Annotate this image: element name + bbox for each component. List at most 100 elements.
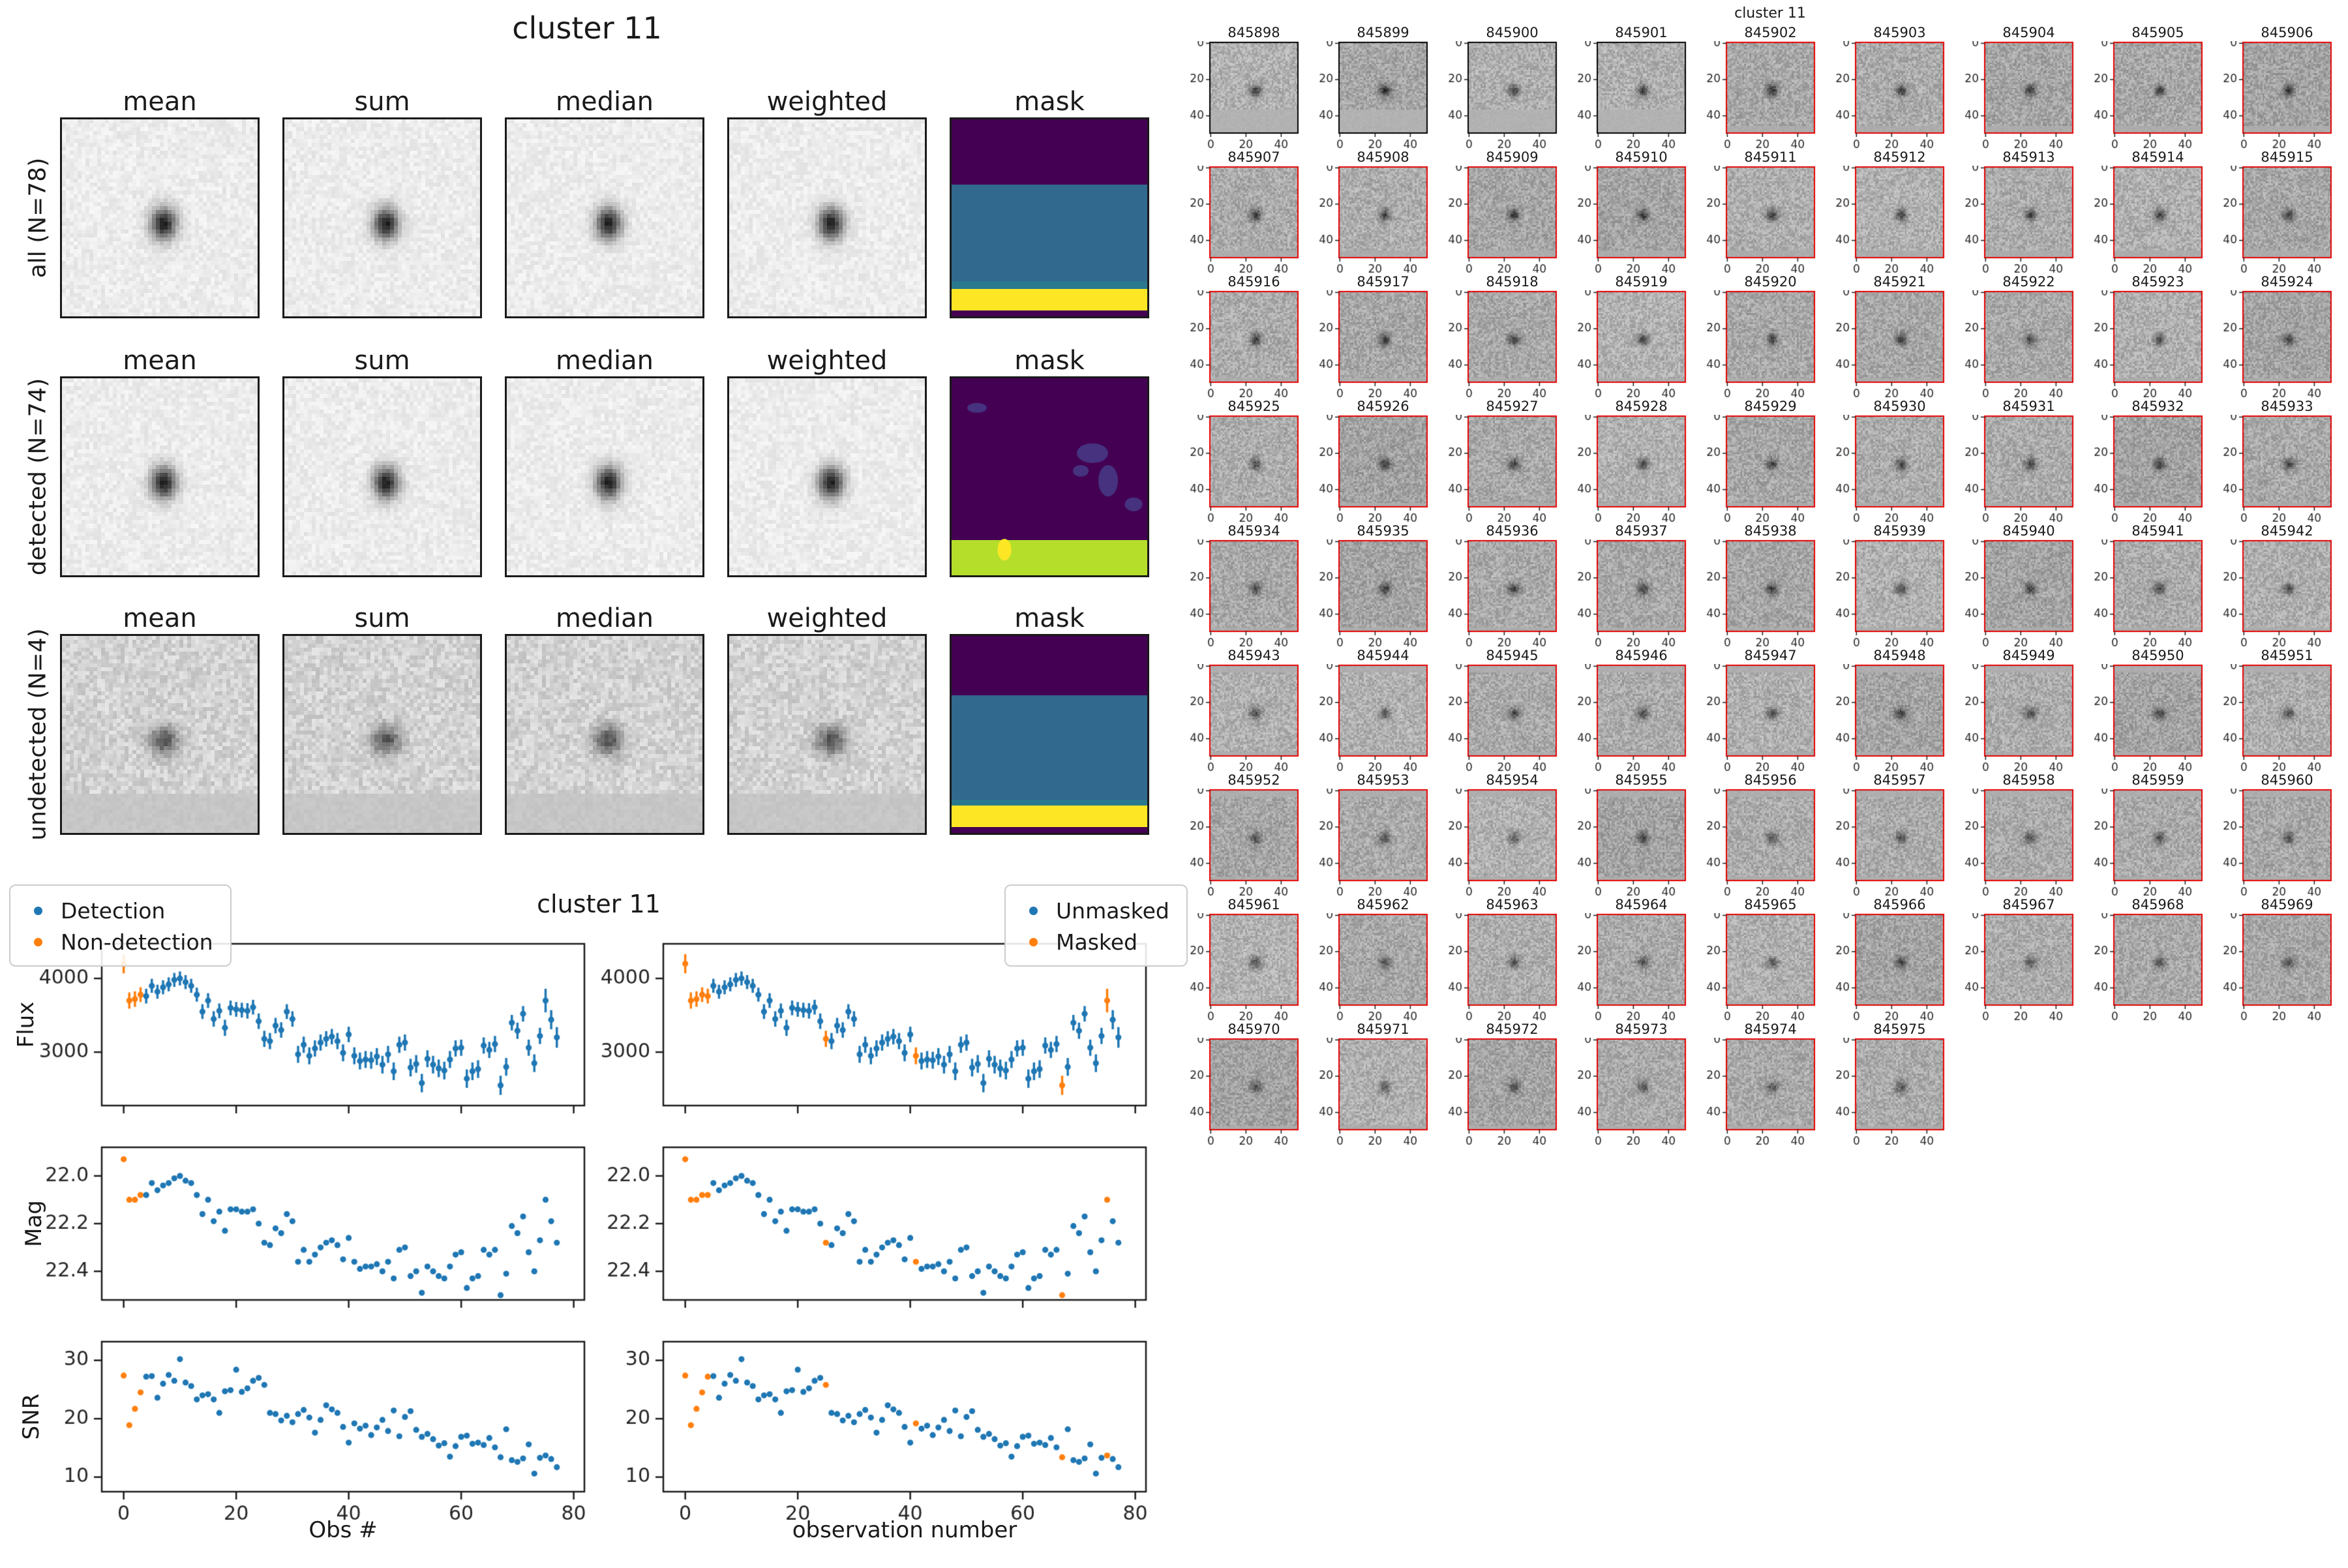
cutout-id-label: 845951: [2261, 648, 2313, 663]
cutout-id-label: 845955: [1615, 772, 1668, 788]
snr-axis-label: SNR: [18, 1393, 44, 1440]
cutout-id-label: 845923: [2131, 274, 2184, 290]
cutout-stamp-image: [2086, 539, 2205, 658]
cutout-stamp-image: [1182, 290, 1301, 409]
cutout-id-label: 845959: [2131, 772, 2184, 788]
cutout-stamp-image: [1312, 415, 1430, 534]
cutout-id-label: 845905: [2131, 25, 2184, 40]
stamp-figure-title: cluster 11: [512, 10, 662, 46]
legend-label: Masked: [1056, 929, 1138, 955]
cutout-stamp-image: [1312, 539, 1430, 658]
cutout-id-label: 845930: [1873, 399, 1926, 414]
cutout-stamp-image: [1828, 539, 1947, 658]
cutout-id-label: 845933: [2261, 399, 2313, 414]
stamp-column-title: weighted: [766, 346, 888, 376]
coadd-stamp-image: [505, 376, 704, 577]
cutout-id-label: 845937: [1615, 523, 1668, 539]
coadd-stamp-image: [505, 634, 704, 835]
cutout-stamp-image: [1441, 415, 1559, 534]
cutout-stamp-image: [1957, 789, 2076, 907]
cutout-figure-title: cluster 11: [1734, 5, 1806, 22]
coadd-stamp-image: [60, 117, 260, 318]
cutout-id-label: 845901: [1615, 25, 1668, 40]
cutout-id-label: 845936: [1486, 523, 1539, 539]
stamp-column-title: mean: [123, 87, 197, 117]
cutout-stamp-image: [1828, 415, 1947, 534]
cutout-id-label: 845908: [1357, 149, 1409, 165]
cutout-stamp-image: [1828, 290, 1947, 409]
cutout-stamp-image: [1312, 290, 1430, 409]
cutout-stamp-image: [1957, 539, 2076, 658]
stamp-column-title: sum: [354, 87, 410, 117]
flux-axis-label: Flux: [13, 1001, 39, 1048]
cutout-stamp-image: [1312, 664, 1430, 783]
cutout-id-label: 845912: [1873, 149, 1926, 165]
cutout-stamp-image: [1699, 1038, 1818, 1156]
flux-plot-right: [592, 940, 1152, 1142]
cutout-id-label: 845907: [1227, 149, 1280, 165]
cutout-stamp-image: [2086, 789, 2205, 907]
cutout-stamp-image: [1828, 41, 1947, 160]
cutout-id-label: 845948: [1873, 648, 1926, 663]
cutout-stamp-image: [1312, 1038, 1430, 1156]
cutout-stamp-image: [2086, 166, 2205, 284]
coadd-stamp-image: [505, 117, 704, 318]
cutout-stamp-image: [1182, 166, 1301, 284]
cutout-id-label: 845964: [1615, 897, 1668, 912]
cutout-stamp-image: [1570, 415, 1689, 534]
legend-detection: Detection Non-detection: [9, 884, 232, 967]
stamp-row-label: undetected (N=4): [24, 628, 52, 841]
cutout-stamp-image: [1699, 41, 1818, 160]
cutout-stamp-image: [1441, 539, 1559, 658]
cutout-stamp-image: [1570, 1038, 1689, 1156]
coadd-stamp-image: [282, 376, 482, 577]
cutout-id-label: 845924: [2261, 274, 2313, 290]
coadd-stamp-image: [727, 117, 927, 318]
stamp-column-title: mask: [1014, 87, 1085, 117]
cutout-stamp-image: [1957, 166, 2076, 284]
legend-label: Non-detection: [61, 929, 213, 955]
cutout-stamp-image: [1312, 41, 1430, 160]
cutout-id-label: 845945: [1486, 648, 1539, 663]
detection-marker-icon: [34, 906, 42, 915]
cutout-id-label: 845921: [1873, 274, 1926, 290]
cutout-stamp-image: [1312, 789, 1430, 907]
cutout-stamp-image: [2216, 415, 2334, 534]
cutout-stamp-image: [1570, 41, 1689, 160]
cutout-stamp-image: [1828, 1038, 1947, 1156]
cutout-id-label: 845950: [2131, 648, 2184, 663]
cutout-id-label: 845899: [1357, 25, 1409, 40]
cutout-stamp-image: [1828, 913, 1947, 1032]
cutout-id-label: 845965: [1744, 897, 1797, 912]
cutout-id-label: 845972: [1486, 1021, 1539, 1037]
cutout-id-label: 845935: [1357, 523, 1409, 539]
stamp-column-title: mean: [123, 603, 197, 633]
cutout-id-label: 845934: [1227, 523, 1280, 539]
cutout-id-label: 845963: [1486, 897, 1539, 912]
cutout-id-label: 845900: [1486, 25, 1539, 40]
cutout-stamp-image: [1957, 290, 2076, 409]
cutout-stamp-image: [1182, 789, 1301, 907]
stamp-column-title: mask: [1014, 346, 1085, 376]
stamp-column-title: mask: [1014, 603, 1085, 633]
stamp-row-label: detected (N=74): [24, 378, 52, 576]
cutout-id-label: 845925: [1227, 399, 1280, 414]
cutout-stamp-image: [1441, 290, 1559, 409]
obs-axis-label: Obs #: [309, 1517, 378, 1543]
cutout-id-label: 845966: [1873, 897, 1926, 912]
mask-stamp-image: [950, 634, 1149, 835]
mag-axis-label: Mag: [21, 1200, 47, 1247]
cutout-id-label: 845962: [1357, 897, 1409, 912]
coadd-stamp-image: [60, 376, 260, 577]
cutout-id-label: 845902: [1744, 25, 1797, 40]
cutout-id-label: 845931: [2002, 399, 2055, 414]
cutout-stamp-image: [1312, 913, 1430, 1032]
cutout-id-label: 845970: [1227, 1021, 1280, 1037]
cutout-id-label: 845941: [2131, 523, 2184, 539]
coadd-stamp-image: [282, 117, 482, 318]
cutout-stamp-image: [1441, 166, 1559, 284]
cutout-stamp-image: [2086, 664, 2205, 783]
cutout-stamp-image: [1570, 166, 1689, 284]
cutout-id-label: 845942: [2261, 523, 2313, 539]
cutout-stamp-image: [2216, 290, 2334, 409]
